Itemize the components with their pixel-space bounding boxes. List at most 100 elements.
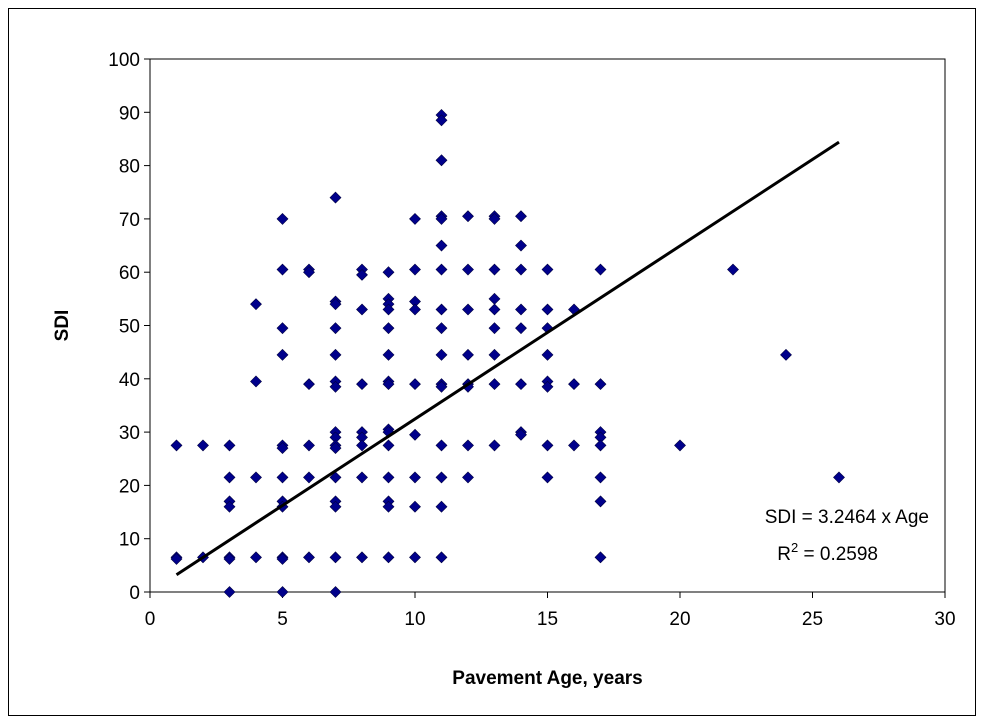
data-point <box>435 551 448 564</box>
data-point <box>276 348 289 361</box>
data-point <box>488 322 501 335</box>
data-point <box>223 586 236 598</box>
data-point <box>435 439 448 452</box>
data-point <box>515 428 527 441</box>
data-point <box>303 471 315 484</box>
data-point <box>488 292 501 305</box>
data-point <box>594 263 607 276</box>
data-point <box>329 442 342 455</box>
data-point <box>329 586 342 598</box>
data-point <box>435 114 448 127</box>
data-point <box>382 500 395 513</box>
data-point <box>435 322 448 335</box>
data-point <box>382 322 395 335</box>
x-tick-label: 30 <box>934 609 955 630</box>
data-point <box>409 551 421 564</box>
x-tick-label: 20 <box>669 609 690 630</box>
data-point <box>541 263 554 276</box>
x-tick-label: 25 <box>802 609 823 630</box>
y-axis-title: SDI <box>52 310 73 342</box>
data-point <box>488 439 501 452</box>
data-point <box>276 471 289 484</box>
trendline-equation: SDI = 3.2464 x Age <box>765 507 929 528</box>
data-point <box>356 439 368 452</box>
data-point <box>382 303 395 316</box>
r-squared-r: R <box>777 544 791 565</box>
data-point <box>329 322 342 335</box>
data-point <box>276 322 289 335</box>
data-point <box>223 439 236 452</box>
data-point <box>329 380 342 393</box>
data-point <box>276 553 289 565</box>
data-point <box>541 348 554 361</box>
data-point <box>303 266 315 279</box>
data-point <box>409 378 421 391</box>
data-point <box>276 212 289 225</box>
y-tick-label: 50 <box>119 317 140 338</box>
data-point <box>462 439 474 452</box>
data-point <box>462 471 474 484</box>
data-point <box>409 428 421 441</box>
data-point <box>488 212 501 225</box>
data-point <box>488 303 501 316</box>
x-tick-label: 10 <box>404 609 425 630</box>
data-point <box>250 375 262 388</box>
data-point <box>329 471 342 484</box>
y-tick-label: 20 <box>119 476 140 497</box>
data-point <box>541 471 554 484</box>
r-squared-label: R2 = 0.2598 <box>777 540 878 565</box>
chart-frame: 0 10 20 30 40 50 60 70 80 90 100 0 5 10 15 20 25 30 Paveme… <box>8 8 976 716</box>
data-point <box>276 442 289 455</box>
data-point <box>435 212 448 225</box>
data-point <box>409 500 421 513</box>
r-squared-value: = 0.2598 <box>798 544 878 565</box>
data-point <box>435 239 448 252</box>
data-point <box>409 263 421 276</box>
y-tick-label: 80 <box>119 157 140 178</box>
scatter-chart: 0 10 20 30 40 50 60 70 80 90 100 0 5 10 15 20 25 30 Paveme… <box>52 50 956 689</box>
data-point <box>515 378 527 391</box>
x-tick-label: 15 <box>537 609 558 630</box>
data-point <box>594 439 607 452</box>
data-point <box>462 303 474 316</box>
r-squared-superscript: 2 <box>791 540 798 555</box>
data-point <box>462 348 474 361</box>
data-point <box>356 303 368 316</box>
data-point <box>356 551 368 564</box>
data-point <box>435 471 448 484</box>
data-point <box>356 378 368 391</box>
data-point <box>223 553 236 565</box>
data-point <box>462 263 474 276</box>
data-point <box>541 303 554 316</box>
data-point <box>409 212 421 225</box>
data-point <box>515 239 527 252</box>
data-point <box>197 439 209 452</box>
data-point <box>488 263 501 276</box>
data-point <box>435 500 448 513</box>
data-point <box>303 439 315 452</box>
data-point <box>170 553 183 565</box>
data-point <box>541 439 554 452</box>
data-point <box>541 380 554 393</box>
x-axis-title: Pavement Age, years <box>452 668 642 689</box>
data-point <box>727 263 739 276</box>
data-point <box>435 348 448 361</box>
data-point <box>488 378 501 391</box>
data-point <box>382 348 395 361</box>
data-point <box>329 191 342 204</box>
data-point <box>568 439 580 452</box>
data-point <box>515 210 527 223</box>
data-point <box>515 263 527 276</box>
data-point <box>170 439 183 452</box>
data-point <box>594 471 607 484</box>
x-tick-label: 0 <box>145 609 156 630</box>
data-point <box>594 495 607 508</box>
data-point <box>382 439 395 452</box>
data-point <box>250 551 262 564</box>
data-point <box>223 500 236 513</box>
data-point <box>329 551 342 564</box>
data-point <box>435 154 448 167</box>
data-point <box>515 303 527 316</box>
data-point <box>488 348 501 361</box>
data-point <box>356 471 368 484</box>
